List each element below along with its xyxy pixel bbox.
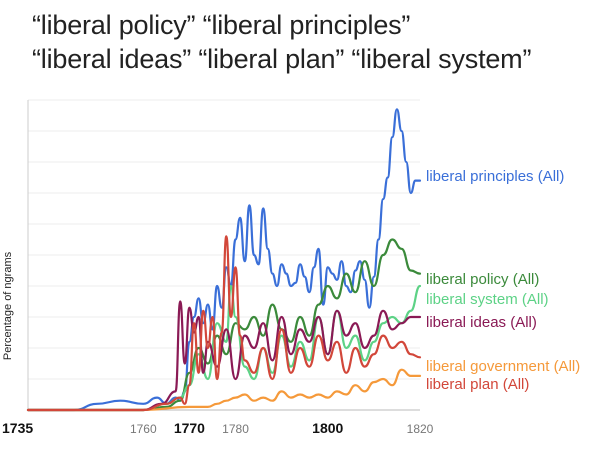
x-tick-label-1820: 1820	[407, 422, 434, 436]
x-tick-label-1735: 1735	[2, 420, 33, 436]
x-tick-label-1760: 1760	[130, 422, 157, 436]
x-tick-label-1800: 1800	[312, 420, 343, 436]
x-tick-label-1770: 1770	[174, 420, 205, 436]
x-tick-labels: 1735 1760 1770 1780 1800 1820	[2, 420, 434, 436]
chart-title-line-2: “liberal ideas” “liberal plan” “liberal …	[32, 44, 532, 74]
series-line-4	[26, 368, 422, 412]
legend-label-3: liberal ideas (All)	[426, 314, 537, 331]
series-legend: liberal principles (All) liberal policy (…	[426, 168, 580, 393]
legend-label-4: liberal government (All)	[426, 358, 580, 375]
series-layer	[26, 108, 422, 412]
legend-label-0: liberal principles (All)	[426, 168, 564, 185]
legend-label-1: liberal policy (All)	[426, 271, 539, 288]
legend-label-5: liberal plan (All)	[426, 376, 529, 393]
series-line-0	[26, 108, 422, 412]
x-tick-label-1780: 1780	[222, 422, 249, 436]
series-line-5	[26, 235, 422, 412]
series-line-3	[26, 300, 422, 412]
legend-label-2: liberal system (All)	[426, 291, 549, 308]
chart-title-line-1: “liberal policy” “liberal principles”	[32, 10, 411, 40]
